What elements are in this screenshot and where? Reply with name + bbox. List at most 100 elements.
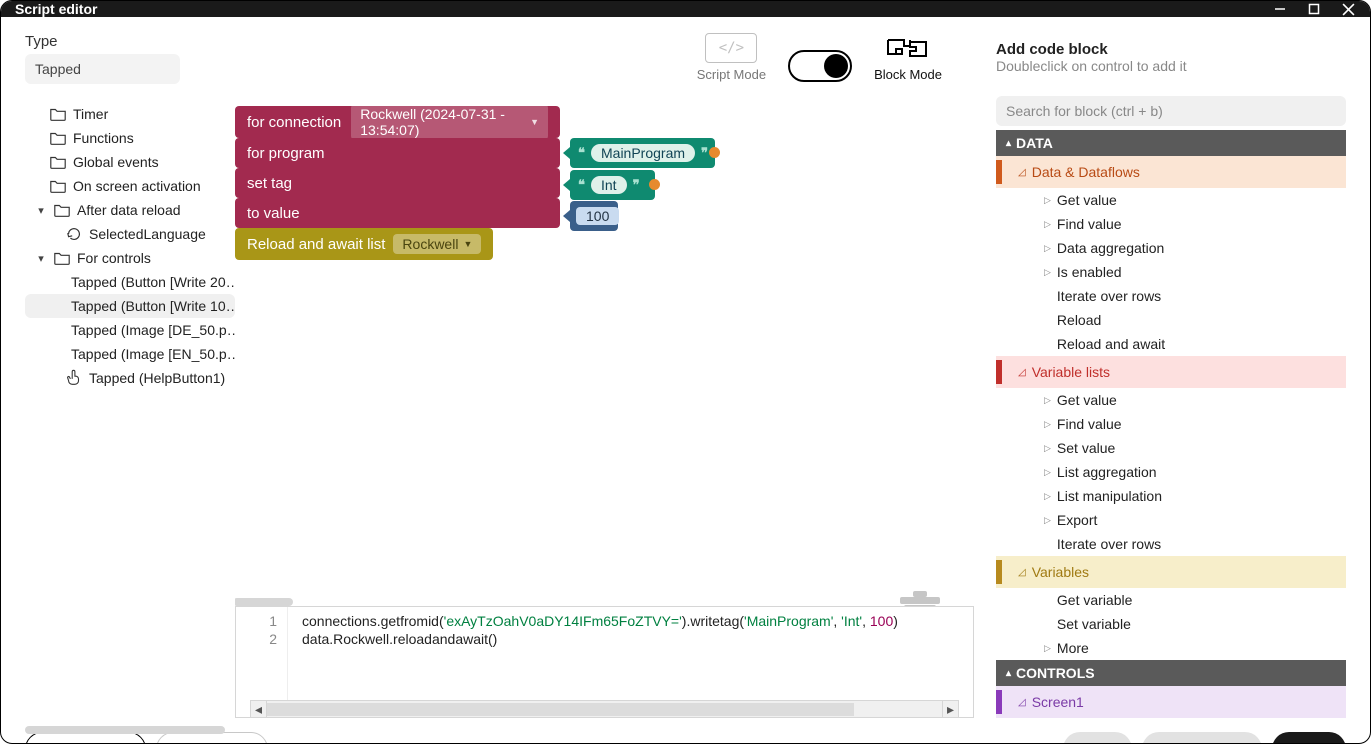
tree-item-label: On screen activation <box>73 178 201 194</box>
for-connection-label: for connection <box>247 114 341 131</box>
script-mode-label: Script Mode <box>697 67 766 82</box>
type-label: Type <box>25 33 235 50</box>
category-header[interactable]: ◿Data & Dataflows <box>996 156 1346 188</box>
block-item[interactable]: ▷Iterate over rows <box>996 284 1346 308</box>
scroll-left-icon[interactable]: ◂ <box>250 701 267 718</box>
code-panel-drag-handle[interactable] <box>235 598 293 606</box>
category-header[interactable]: ◿Variables <box>996 556 1346 588</box>
block-item[interactable]: ▷Iterate over rows <box>996 532 1346 556</box>
script-editor-window: Script editor Type </> Script Mode <box>0 0 1371 744</box>
tag-value-block[interactable]: ❝ Int ❞ <box>570 170 655 200</box>
block-item[interactable]: ▷Reload <box>996 308 1346 332</box>
tree-item-label: Tapped (Button [Write 20… <box>71 274 235 290</box>
script-mode-box[interactable]: </> Script Mode <box>697 33 766 82</box>
quote-close-icon: ❞ <box>633 177 640 193</box>
block-item[interactable]: ▷Find value <box>996 412 1346 436</box>
for-connection-block[interactable]: for connection Rockwell (2024-07-31 - 13… <box>235 106 560 138</box>
close-button[interactable]: Close <box>1272 732 1346 744</box>
block-item[interactable]: ▷Data aggregation <box>996 236 1346 260</box>
connection-dropdown[interactable]: Rockwell (2024-07-31 - 13:54:07)▼ <box>351 104 548 140</box>
code-hscrollbar[interactable]: ◂ ▸ <box>250 700 959 717</box>
tree-folder[interactable]: ▾After data reload <box>25 198 235 222</box>
main-area: Type </> Script Mode Block Mode <box>1 17 1370 744</box>
window-title: Script editor <box>15 1 97 17</box>
add-block-subtitle: Doubleclick on control to add it <box>996 58 1346 74</box>
tree-item-label: SelectedLanguage <box>89 226 206 242</box>
tree-folder[interactable]: ▾For controls <box>25 246 235 270</box>
set-tag-block[interactable]: set tag <box>235 168 560 198</box>
block-item[interactable]: ▷Export <box>996 508 1346 532</box>
block-item[interactable]: ▷Is enabled <box>996 260 1346 284</box>
mode-toggle[interactable] <box>788 50 852 82</box>
block-item[interactable]: ▷List manipulation <box>996 484 1346 508</box>
reload-label: Reload and await list <box>247 236 385 253</box>
tree-item-label: Functions <box>73 130 134 146</box>
number-value-block[interactable]: 100 <box>570 201 618 231</box>
block-mode-label: Block Mode <box>874 67 942 82</box>
minimize-icon[interactable] <box>1272 1 1288 17</box>
block-item[interactable]: ▷More <box>996 636 1346 660</box>
block-canvas[interactable]: for connection Rockwell (2024-07-31 - 13… <box>235 96 984 718</box>
section-header[interactable]: ▴CONTROLS <box>996 660 1346 686</box>
scroll-thumb[interactable] <box>267 703 854 716</box>
title-bar: Script editor <box>1 1 1370 17</box>
tree-folder[interactable]: On screen activation <box>25 174 235 198</box>
tree-folder[interactable]: Global events <box>25 150 235 174</box>
block-item[interactable]: ▷Get value <box>996 188 1346 212</box>
block-connector-icon <box>649 179 660 190</box>
block-item[interactable]: ▷Get variable <box>996 588 1346 612</box>
add-block-title: Add code block <box>996 41 1346 58</box>
tag-value[interactable]: Int <box>591 176 627 194</box>
block-item[interactable]: ▷Find value <box>996 212 1346 236</box>
block-item[interactable]: ▷Set variable <box>996 612 1346 636</box>
tree-folder[interactable]: Timer <box>25 102 235 126</box>
tree-item-label: Tapped (Image [EN_50.p… <box>71 346 235 362</box>
workspace: Timer Functions Global events On screen act… <box>25 96 1346 718</box>
block-item[interactable]: ▷Set value <box>996 436 1346 460</box>
reload-dropdown[interactable]: Rockwell▼ <box>393 234 481 254</box>
quote-close-icon: ❞ <box>701 145 708 161</box>
type-column: Type <box>25 33 235 84</box>
block-item[interactable]: ▷List aggregation <box>996 460 1346 484</box>
type-input[interactable] <box>25 54 180 84</box>
tree-item[interactable]: Tapped (Button [Write 20… <box>25 270 235 294</box>
save-button[interactable]: Save <box>1063 732 1133 744</box>
tree-item[interactable]: Tapped (Image [DE_50.p… <box>25 318 235 342</box>
chevron-down-icon: ▾ <box>35 252 47 265</box>
tree-item-label: Tapped (Button [Write 10… <box>71 298 235 314</box>
titlebar-controls <box>1272 1 1356 17</box>
save-close-button[interactable]: Save & close <box>1142 732 1262 744</box>
right-panel-header: Add code block Doubleclick on control to… <box>996 41 1346 74</box>
tree-folder[interactable]: Functions <box>25 126 235 150</box>
number-value[interactable]: 100 <box>576 207 619 225</box>
left-tree: Timer Functions Global events On screen act… <box>25 96 235 718</box>
section-header[interactable]: ▴DATA <box>996 130 1346 156</box>
set-tag-label: set tag <box>247 175 292 192</box>
close-icon[interactable] <box>1340 1 1356 17</box>
for-program-label: for program <box>247 145 325 162</box>
top-row: Type </> Script Mode Block Mode <box>25 33 1346 84</box>
right-panel-scroll[interactable]: ▴DATA◿Data & Dataflows▷Get value▷Find va… <box>996 130 1346 718</box>
right-panel: Search for block (ctrl + b) ▴DATA◿Data &… <box>996 96 1346 718</box>
workspace-hscroll-thumb[interactable] <box>25 726 225 734</box>
category-header[interactable]: ◿Screen1 <box>996 686 1346 718</box>
tree-item[interactable]: Tapped (Image [EN_50.p… <box>25 342 235 366</box>
scroll-right-icon[interactable]: ▸ <box>942 701 959 718</box>
maximize-icon[interactable] <box>1306 1 1322 17</box>
tree-item[interactable]: Tapped (HelpButton1) <box>25 366 235 390</box>
block-mode-box[interactable]: Block Mode <box>874 33 942 82</box>
block-item[interactable]: ▷Get value <box>996 388 1346 412</box>
for-program-block[interactable]: for program <box>235 138 560 168</box>
tree-item[interactable]: SelectedLanguage <box>25 222 235 246</box>
block-search-input[interactable]: Search for block (ctrl + b) <box>996 96 1346 126</box>
tree-item-label: Tapped (HelpButton1) <box>89 370 225 386</box>
program-value[interactable]: MainProgram <box>591 144 695 162</box>
category-header[interactable]: ◿Variable lists <box>996 356 1346 388</box>
program-value-block[interactable]: ❝ MainProgram ❞ <box>570 138 715 168</box>
block-item[interactable]: ▷Reload and await <box>996 332 1346 356</box>
quote-open-icon: ❝ <box>578 177 585 193</box>
tree-item-label: Global events <box>73 154 159 170</box>
tree-item[interactable]: Tapped (Button [Write 10… <box>25 294 235 318</box>
to-value-block[interactable]: to value <box>235 198 560 228</box>
reload-block[interactable]: Reload and await list Rockwell▼ <box>235 228 493 260</box>
